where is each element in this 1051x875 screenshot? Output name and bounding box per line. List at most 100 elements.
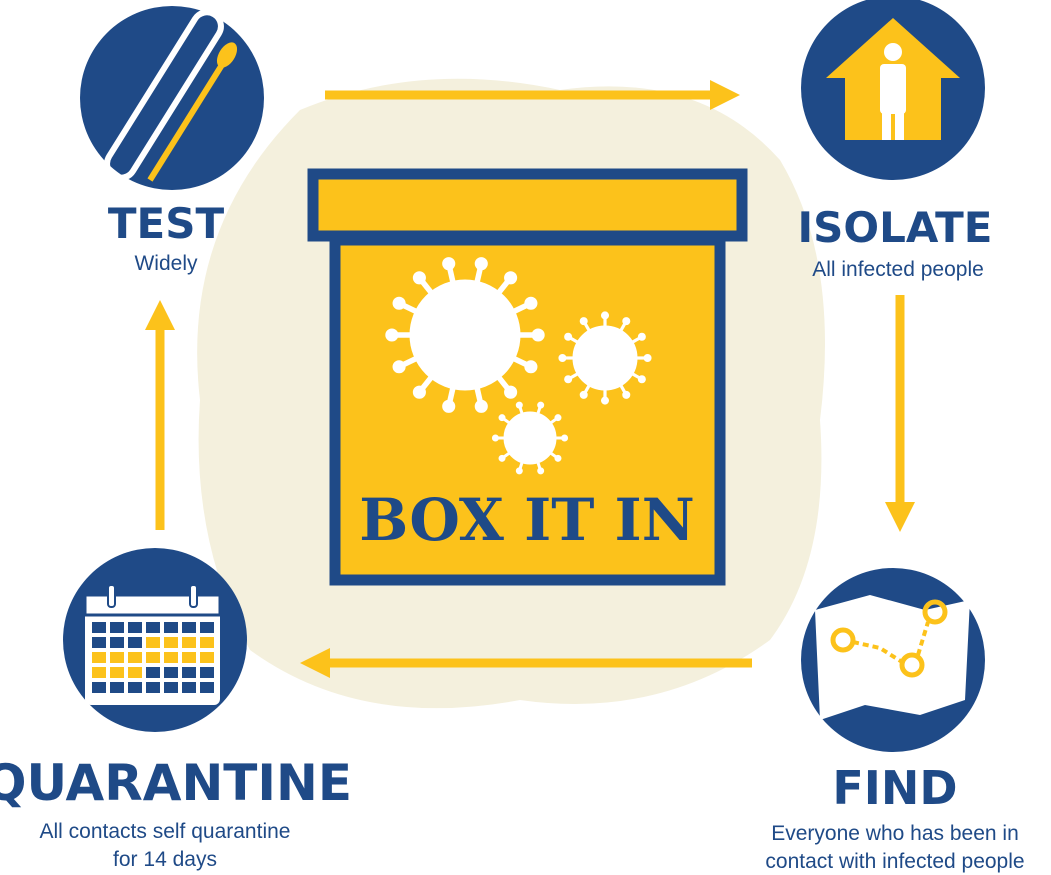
shape: [579, 317, 588, 326]
shape: [110, 622, 124, 633]
shape: [182, 622, 196, 633]
shape: [498, 414, 506, 422]
arrow-head: [300, 648, 330, 678]
shape: [164, 682, 178, 693]
shape: [146, 637, 160, 648]
shape: [92, 667, 106, 678]
arrow-head: [710, 80, 740, 110]
shape: [524, 296, 538, 310]
step-title: TEST: [108, 199, 225, 248]
shape: [92, 652, 106, 663]
shape: [491, 401, 569, 475]
shape: [579, 390, 588, 399]
shape: [412, 271, 426, 285]
shape: [164, 622, 178, 633]
shape: [622, 317, 631, 326]
map: [815, 595, 970, 720]
shape: [474, 399, 488, 413]
step-subtitle: contact with infected people: [765, 850, 1024, 873]
shape: [128, 637, 142, 648]
shape: [164, 667, 178, 678]
shape: [182, 682, 196, 693]
step-title: FIND: [832, 761, 957, 815]
shape: [146, 652, 160, 663]
shape: [128, 622, 142, 633]
shape: [503, 411, 557, 465]
viruses: [385, 257, 652, 475]
shape: [637, 332, 646, 341]
shape: [110, 682, 124, 693]
shape: [504, 271, 518, 285]
shape: [146, 682, 160, 693]
shape: [200, 682, 214, 693]
shape: [164, 637, 178, 648]
shape: [182, 667, 196, 678]
shape: [515, 401, 523, 409]
shape: [412, 385, 426, 399]
shape: [146, 622, 160, 633]
test-tube: [104, 9, 238, 182]
shape: [498, 454, 506, 462]
shape: [561, 434, 569, 442]
step-subtitle: for 14 days: [113, 848, 217, 871]
shape: [392, 360, 406, 374]
shape: [200, 667, 214, 678]
shape: [515, 467, 523, 475]
shape: [537, 401, 545, 409]
shape: [110, 652, 124, 663]
calendar: [83, 584, 222, 705]
shape: [385, 328, 399, 342]
shape: [164, 652, 178, 663]
arrow-head: [145, 300, 175, 330]
shape: [128, 667, 142, 678]
step-subtitle: Everyone who has been in: [771, 822, 1019, 845]
shape: [92, 622, 106, 633]
shape: [622, 390, 631, 399]
shape: [643, 353, 652, 363]
shape: [200, 622, 214, 633]
step-title: QUARANTINE: [0, 754, 352, 812]
shape: [385, 257, 545, 413]
shape: [442, 257, 456, 271]
arrows: [145, 80, 915, 678]
shape: [128, 652, 142, 663]
shape: [110, 637, 124, 648]
shape: [128, 682, 142, 693]
shape: [409, 279, 521, 391]
test-icon: [80, 6, 264, 190]
shape: [558, 353, 567, 363]
shape: [474, 257, 488, 271]
shape: [554, 414, 562, 422]
shape: [554, 454, 562, 462]
shape: [110, 667, 124, 678]
shape: [564, 375, 573, 384]
shape: [200, 652, 214, 663]
shape: [392, 296, 406, 310]
shape: [537, 467, 545, 475]
shape: [600, 396, 610, 405]
step-subtitle: All contacts self quarantine: [40, 820, 291, 843]
step-subtitle: All infected people: [812, 258, 984, 281]
shape: [637, 375, 646, 384]
shape: [491, 434, 499, 442]
shape: [182, 652, 196, 663]
shape: [182, 637, 196, 648]
box-lid: [307, 168, 748, 242]
house: [826, 18, 960, 140]
shape: [558, 311, 652, 405]
shape: [572, 325, 638, 391]
step-subtitle: Widely: [134, 252, 198, 275]
shape: [600, 311, 610, 320]
shape: [504, 385, 518, 399]
shape: [531, 328, 545, 342]
shape: [200, 637, 214, 648]
shape: [146, 667, 160, 678]
step-title: ISOLATE: [798, 203, 993, 252]
shape: [92, 637, 106, 648]
shape: [442, 399, 456, 413]
center-title: BOX IT IN: [359, 486, 694, 554]
shape: [564, 332, 573, 341]
shape: [92, 682, 106, 693]
arrow-head: [885, 502, 915, 532]
